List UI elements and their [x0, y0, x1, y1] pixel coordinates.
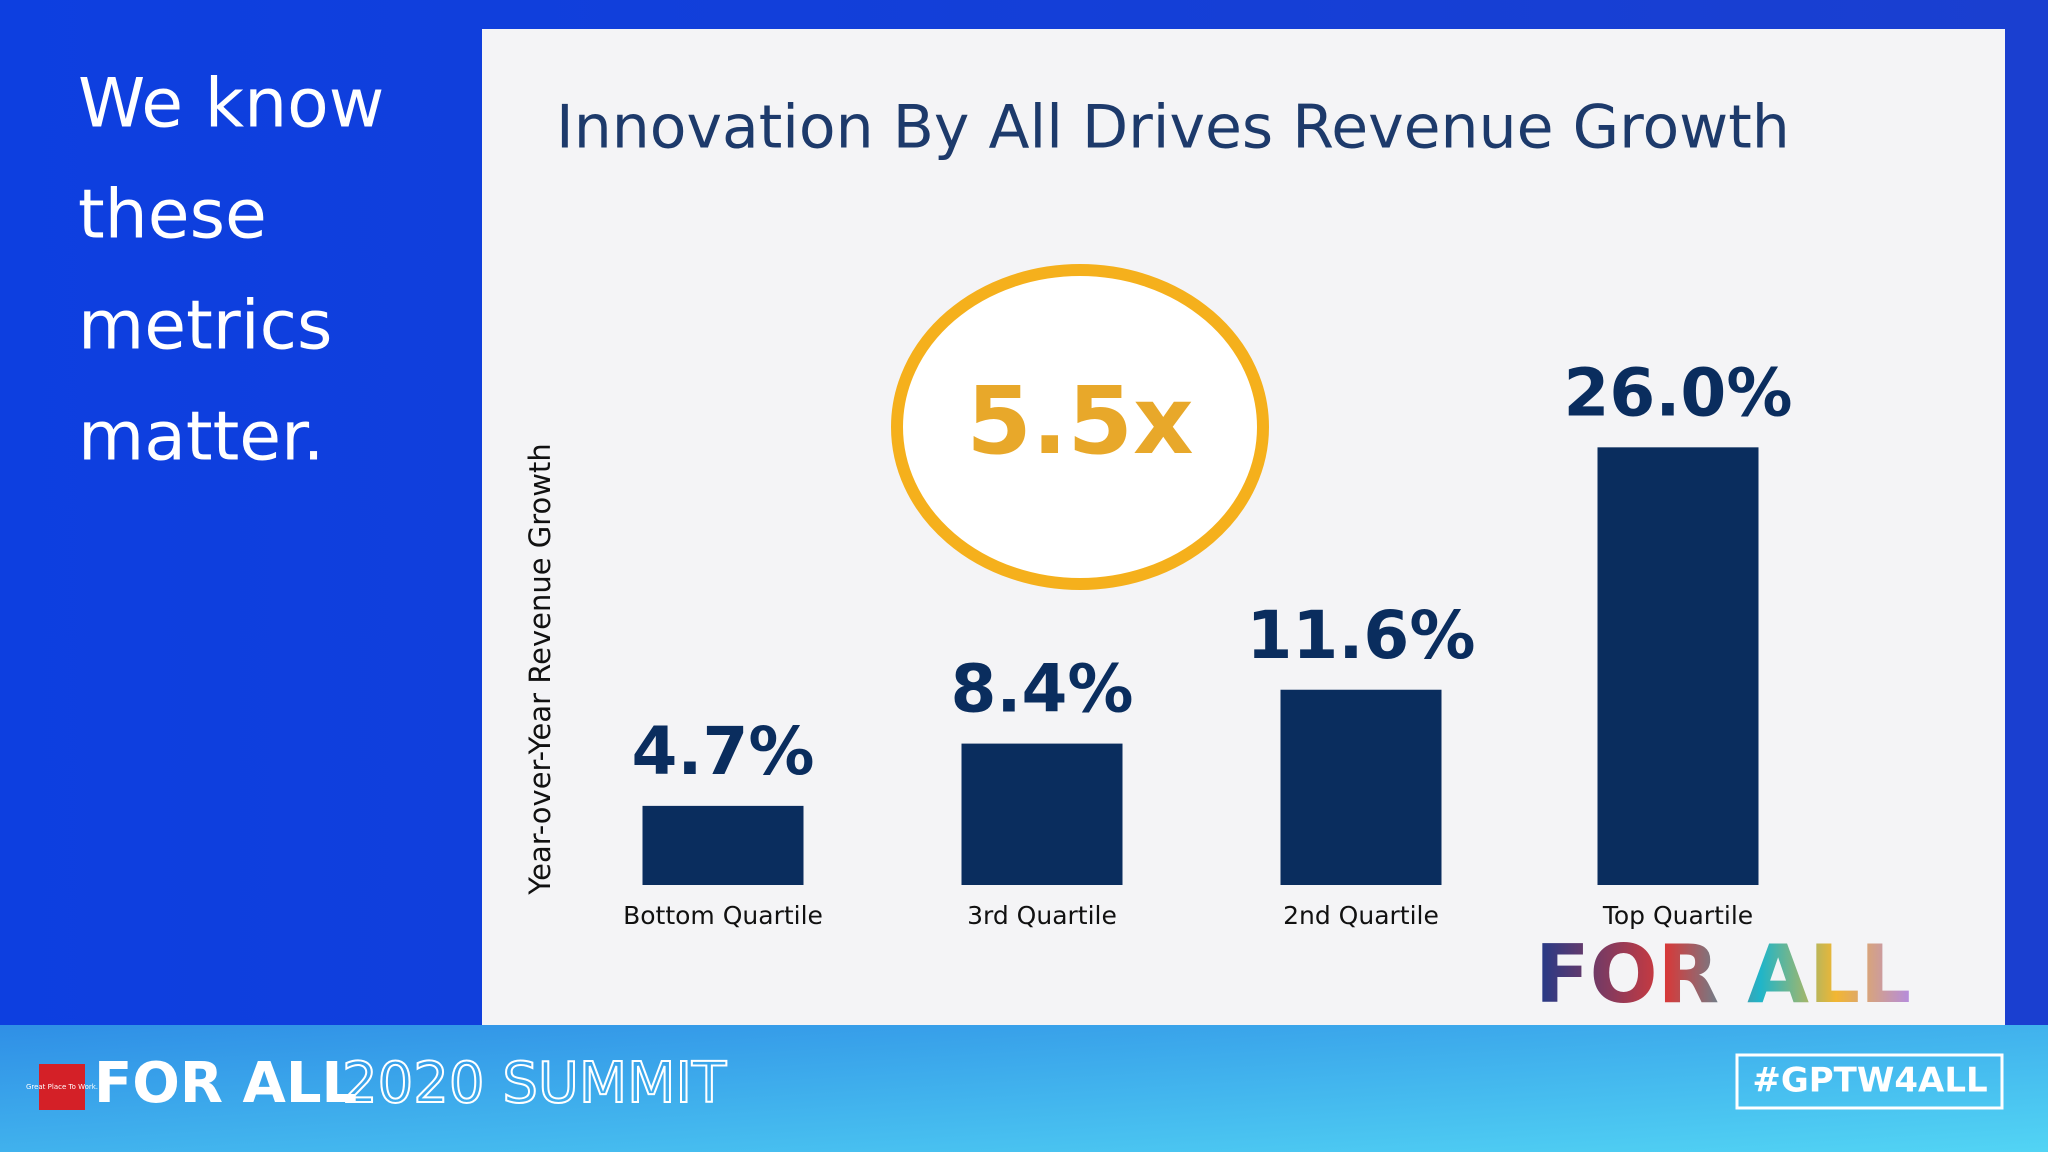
- value-label: 11.6%: [1247, 597, 1476, 674]
- logo-text: Great Place To Work.: [26, 1083, 98, 1091]
- x-tick-label: 2nd Quartile: [1283, 901, 1439, 930]
- callout-ring: [891, 264, 1269, 590]
- chart-title: Innovation By All Drives Revenue Growth: [556, 93, 1790, 163]
- y-axis-label: Year-over-Year Revenue Growth: [523, 443, 557, 895]
- annotation: 5.5x: [966, 367, 1193, 476]
- sidebar: We know these metrics matter.: [78, 65, 384, 477]
- logo-box: [39, 1064, 85, 1110]
- sidebar-line: these: [78, 176, 267, 255]
- hashtag: #GPTW4ALL: [1752, 1061, 1987, 1101]
- bar: [961, 743, 1123, 885]
- bar: [1597, 447, 1759, 885]
- footer-brand: FOR ALL: [94, 1051, 357, 1116]
- sidebar-line: We know: [78, 65, 384, 144]
- footer-event: 2020 SUMMIT: [342, 1051, 727, 1116]
- sidebar-line: metrics: [78, 287, 332, 366]
- bar: [1280, 689, 1442, 885]
- x-tick-label: Bottom Quartile: [623, 901, 823, 930]
- x-tick-label: Top Quartile: [1602, 901, 1753, 930]
- value-label: 4.7%: [631, 713, 814, 790]
- badge-logo: FOR ALL: [1535, 928, 1911, 1021]
- sidebar-line: matter.: [78, 398, 324, 477]
- x-tick-label: 3rd Quartile: [967, 901, 1117, 930]
- value-label: 8.4%: [950, 651, 1133, 728]
- bar: [642, 805, 804, 885]
- footer-band: [0, 1025, 2048, 1152]
- hashtag-box: [1735, 1053, 2004, 1110]
- value-label: 26.0%: [1564, 354, 1793, 431]
